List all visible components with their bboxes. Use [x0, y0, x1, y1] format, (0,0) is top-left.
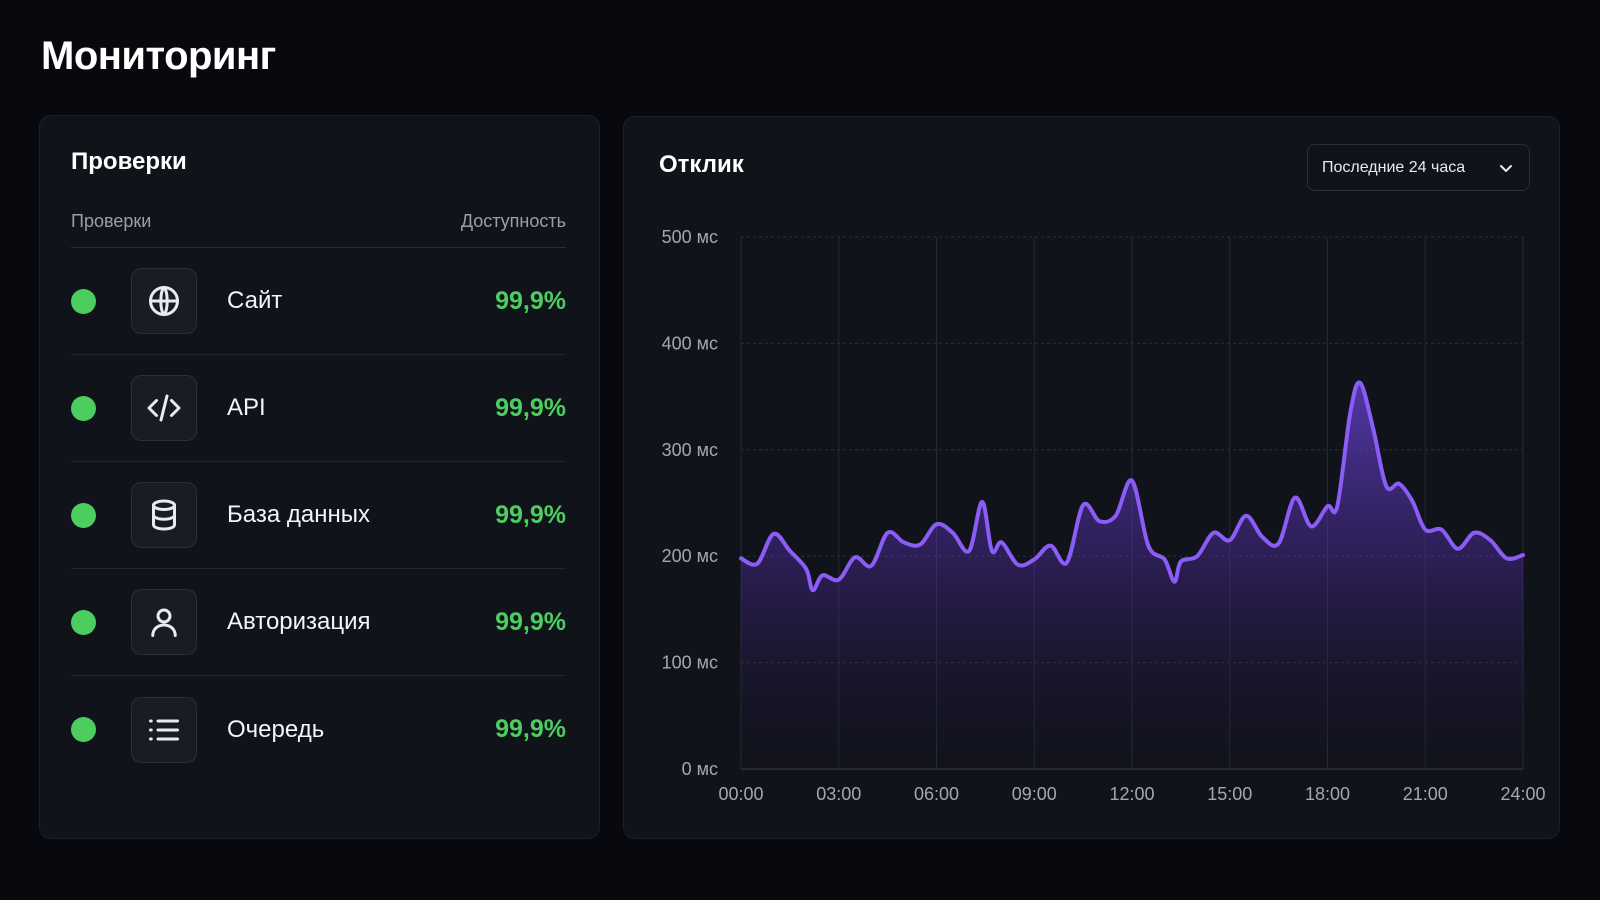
check-row-database[interactable]: База данных 99,9%: [71, 462, 566, 569]
x-tick-label: 18:00: [1305, 784, 1350, 804]
status-dot: [71, 609, 96, 635]
divider: [71, 247, 566, 248]
status-dot: [71, 717, 96, 742]
check-row-site[interactable]: Сайт 99,9%: [71, 248, 566, 355]
response-chart: 0 мс 100 мс 200 мс 300 мс 400 мс 500 мс 00:00 0…: [662, 227, 1546, 804]
code-icon: [131, 375, 197, 441]
check-name: База данных: [227, 501, 370, 528]
status-dot: [71, 395, 96, 421]
availability-value: 99,9%: [495, 500, 566, 529]
check-name: Авторизация: [227, 608, 371, 635]
response-panel-title: Отклик: [659, 151, 744, 178]
time-range-select[interactable]: Последние 24 часа: [1307, 144, 1530, 191]
x-tick-label: 03:00: [816, 784, 861, 804]
x-tick-label: 09:00: [1012, 784, 1057, 804]
y-tick-label: 200 мс: [662, 546, 718, 566]
column-header-availability: Доступность: [460, 211, 566, 231]
user-icon: [131, 589, 197, 655]
x-tick-label: 15:00: [1207, 784, 1252, 804]
x-tick-label: 24:00: [1500, 784, 1545, 804]
response-area-fill: [741, 382, 1523, 769]
list-icon: [131, 696, 197, 763]
database-icon: [131, 482, 197, 548]
check-name: API: [227, 394, 266, 421]
response-panel: Отклик Последние 24 часа 0 мс 100 мс 200 м…: [623, 116, 1560, 839]
check-row-api[interactable]: API 99,9%: [71, 355, 566, 462]
page-title: Мониторинг: [41, 34, 276, 78]
check-row-queue[interactable]: Очередь 99,9%: [71, 676, 566, 783]
time-range-value: Последние 24 часа: [1322, 158, 1466, 176]
availability-value: 99,9%: [495, 715, 566, 743]
response-series-line: [739, 380, 1525, 593]
x-tick-label: 12:00: [1109, 784, 1154, 804]
column-header-checks: Проверки: [71, 211, 152, 231]
y-tick-label: 400 мс: [662, 333, 718, 353]
availability-value: 99,9%: [495, 393, 566, 422]
status-dot: [71, 288, 96, 314]
check-row-auth[interactable]: Авторизация 99,9%: [71, 569, 566, 676]
check-name: Очередь: [227, 715, 325, 743]
x-tick-label: 00:00: [718, 784, 763, 804]
y-tick-label: 500 мс: [662, 227, 718, 247]
chevron-down-icon: [1498, 160, 1514, 176]
availability-value: 99,9%: [495, 607, 566, 636]
x-tick-label: 06:00: [914, 784, 959, 804]
y-tick-label: 300 мс: [662, 440, 718, 460]
check-name: Сайт: [227, 287, 283, 314]
y-tick-label: 0 мс: [682, 759, 718, 779]
checks-panel: Проверки Проверки Доступность Сайт 99,9%…: [39, 115, 600, 839]
y-tick-label: 100 мс: [662, 653, 718, 673]
checks-panel-title: Проверки: [71, 148, 187, 175]
status-dot: [71, 502, 96, 528]
globe-icon: [131, 268, 197, 334]
availability-value: 99,9%: [495, 286, 566, 315]
checks-list: Сайт 99,9% API 99,9% База данных 99,9% А…: [71, 248, 566, 783]
x-tick-label: 21:00: [1403, 784, 1448, 804]
